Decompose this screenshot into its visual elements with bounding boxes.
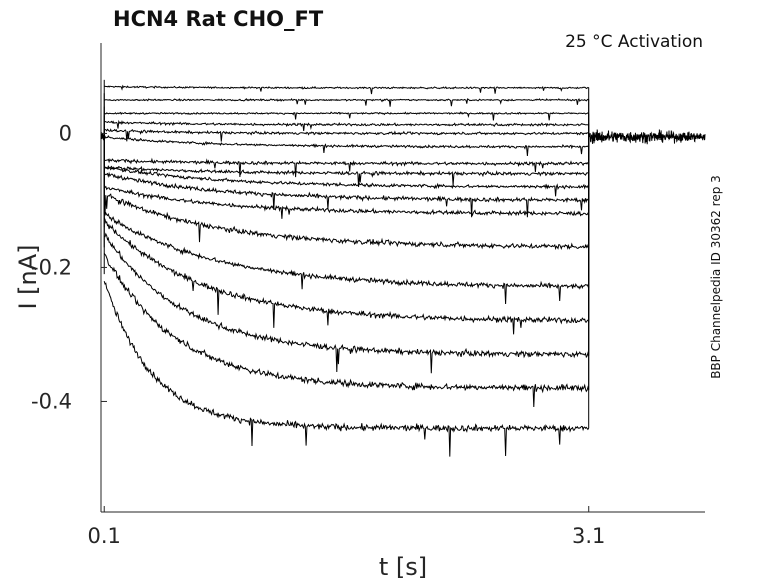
trace-line-2 bbox=[103, 97, 590, 137]
trace-line-3 bbox=[104, 111, 590, 137]
y-tick-label: 0 bbox=[59, 121, 72, 145]
trace-line-8 bbox=[104, 136, 590, 188]
x-tick-label: 3.1 bbox=[572, 524, 605, 548]
trace-line-5 bbox=[103, 128, 590, 142]
y-tick-label: -0.2 bbox=[31, 255, 72, 279]
trace-line-1 bbox=[104, 84, 590, 137]
trace-line-7 bbox=[103, 136, 590, 178]
trace-line-16 bbox=[103, 136, 590, 408]
y-tick-label: -0.4 bbox=[31, 389, 72, 413]
trace-line-13 bbox=[103, 136, 590, 305]
trace-line-10 bbox=[104, 136, 590, 218]
trace-line-9 bbox=[103, 136, 590, 197]
baseline-pre-trace bbox=[100, 132, 105, 142]
tick-group: 0 -0.2 -0.4 0.1 3.1 bbox=[31, 121, 605, 548]
x-tick-label: 0.1 bbox=[88, 524, 121, 548]
trace-group bbox=[100, 79, 706, 457]
y-axis-label: I [nA] bbox=[14, 244, 42, 309]
trace-line-17 bbox=[103, 136, 590, 457]
trace-line-12 bbox=[103, 136, 590, 251]
plot-area: 0 -0.2 -0.4 0.1 3.1 bbox=[31, 43, 706, 548]
baseline-post-trace bbox=[588, 129, 706, 145]
chart-annotation: 25 °C Activation bbox=[565, 32, 703, 52]
trace-line-4 bbox=[103, 119, 590, 137]
chart-title: HCN4 Rat CHO_FT bbox=[113, 7, 324, 31]
trace-line-11 bbox=[104, 136, 590, 219]
x-axis-label: t [s] bbox=[379, 553, 427, 581]
trace-line-6 bbox=[103, 134, 590, 157]
trace-line-15 bbox=[104, 136, 590, 374]
trace-line-14 bbox=[103, 136, 590, 335]
side-id-label: BBP Channelpedia ID 30362 rep 3 bbox=[709, 175, 723, 379]
